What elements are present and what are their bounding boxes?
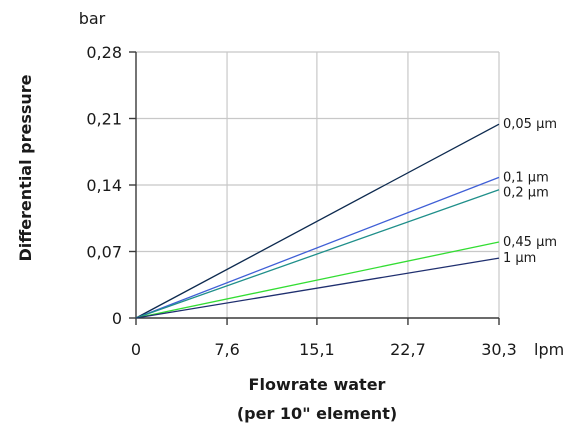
series-label: 0,05 µm <box>503 117 557 132</box>
x-unit-label: lpm <box>534 340 564 359</box>
series-label: 0,2 µm <box>503 185 549 200</box>
series-label: 1 µm <box>503 251 536 266</box>
series-line <box>135 123 500 319</box>
grid-lines <box>136 51 500 318</box>
series-lines <box>135 123 500 319</box>
x-tick-label: 30,3 <box>481 340 517 359</box>
axes <box>129 51 500 325</box>
y-tick-label: 0,28 <box>86 43 122 62</box>
series-line <box>135 176 500 319</box>
x-tick-label: 7,6 <box>214 340 239 359</box>
series-line <box>135 241 500 319</box>
series-line <box>135 257 500 319</box>
series-label: 0,45 µm <box>503 235 557 250</box>
x-axis-title: Flowrate water <box>249 375 386 394</box>
y-axis-title: Differential pressure <box>16 74 35 261</box>
y-unit-label: bar <box>79 9 106 28</box>
x-tick-label: 15,1 <box>299 340 335 359</box>
y-tick-label: 0 <box>112 309 122 328</box>
series-line <box>135 189 500 319</box>
series-label: 0,1 µm <box>503 170 549 185</box>
y-tick-label: 0,14 <box>86 176 122 195</box>
tick-labels: 0 0,07 0,14 0,21 0,28 0 7,6 15,1 22,7 30,3 <box>86 43 516 359</box>
x-axis-title-line2: (per 10" element) <box>237 404 397 423</box>
x-tick-label: 22,7 <box>390 340 426 359</box>
y-tick-label: 0,07 <box>86 243 122 262</box>
series-labels: 0,05 µm 0,1 µm0,2 µm 0,45 µm1 µm <box>503 117 557 266</box>
y-tick-label: 0,21 <box>86 110 122 129</box>
x-tick-label: 0 <box>131 340 141 359</box>
